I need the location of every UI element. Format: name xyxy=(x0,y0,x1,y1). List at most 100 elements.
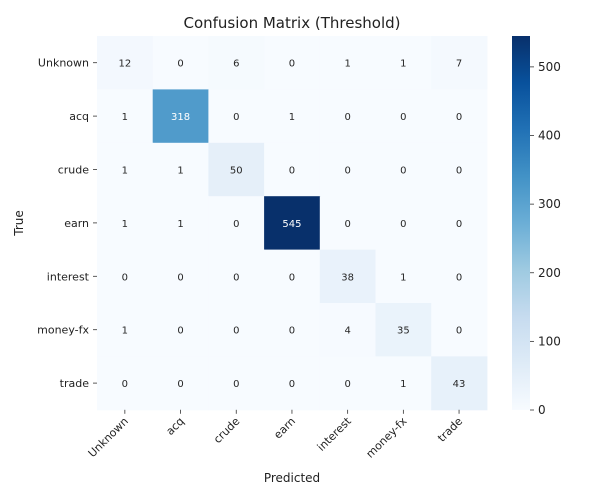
heatmap-cell xyxy=(208,89,265,144)
heatmap-cell xyxy=(319,89,376,144)
cell-value-label: 1 xyxy=(400,379,406,390)
y-axis-ticks: Unknown acq crude earn interest money-fx trade xyxy=(37,57,97,390)
heatmap-cell xyxy=(375,142,432,197)
cell-value-label: 0 xyxy=(122,272,128,283)
cell-value-label: 7 xyxy=(456,59,462,70)
colorbar-tick-label: 200 xyxy=(538,266,561,280)
heatmap-cell xyxy=(264,196,321,251)
x-tick-label: interest xyxy=(315,414,355,454)
cell-value-label: 0 xyxy=(233,112,239,123)
heatmap-cell xyxy=(431,196,488,251)
heatmap-cell xyxy=(208,196,265,251)
cell-value-label: 35 xyxy=(397,326,410,337)
x-axis-label: Predicted xyxy=(264,471,320,485)
cell-value-label: 1 xyxy=(289,112,295,123)
heatmap-cells xyxy=(97,36,488,411)
heatmap-cell xyxy=(97,89,154,144)
cell-value-label: 0 xyxy=(400,166,406,177)
cell-value-label: 0 xyxy=(400,112,406,123)
heatmap-cell-labels: 12 0 6 0 1 1 7 1 318 0 1 0 0 0 1 1 50 0 0 0 0 1 1 0 545 0 0 0 0 0 0 0 38… xyxy=(118,59,465,390)
cell-value-label: 0 xyxy=(233,272,239,283)
y-tick-label: crude xyxy=(58,164,90,177)
heatmap-cell xyxy=(264,303,321,357)
heatmap-cell xyxy=(97,303,154,357)
heatmap-cell xyxy=(319,36,376,90)
colorbar-tick-label: 100 xyxy=(538,334,561,348)
cell-value-label: 1 xyxy=(122,326,128,337)
heatmap-cell xyxy=(264,356,321,411)
heatmap-cell xyxy=(264,142,321,197)
cell-value-label: 0 xyxy=(177,272,183,283)
colorbar-ticks: 0 100 200 300 400 500 xyxy=(530,60,561,417)
heatmap-cell xyxy=(208,303,265,357)
heatmap-cell xyxy=(431,89,488,144)
heatmap-cell xyxy=(152,142,209,197)
cell-value-label: 1 xyxy=(122,219,128,230)
cell-value-label: 0 xyxy=(456,326,462,337)
cell-value-label: 0 xyxy=(177,379,183,390)
heatmap-cell xyxy=(375,36,432,90)
cell-value-label: 38 xyxy=(341,272,354,283)
cell-value-label: 0 xyxy=(289,326,295,337)
cell-value-label: 0 xyxy=(122,379,128,390)
heatmap-cell xyxy=(264,89,321,144)
cell-value-label: 0 xyxy=(289,59,295,70)
colorbar xyxy=(512,36,530,410)
cell-value-label: 0 xyxy=(456,219,462,230)
heatmap-cell xyxy=(152,303,209,357)
cell-value-label: 1 xyxy=(400,272,406,283)
cell-value-label: 1 xyxy=(400,59,406,70)
heatmap-cell xyxy=(319,196,376,251)
heatmap-cell xyxy=(152,356,209,411)
x-tick-label: earn xyxy=(271,415,298,442)
heatmap-cell xyxy=(431,303,488,357)
heatmap-cell xyxy=(319,303,376,357)
cell-value-label: 43 xyxy=(453,379,466,390)
heatmap-cell xyxy=(97,196,154,251)
heatmap-cell xyxy=(208,249,265,304)
colorbar-tick-label: 0 xyxy=(538,403,546,417)
heatmap-cell xyxy=(152,36,209,90)
heatmap-cell xyxy=(97,249,154,304)
cell-value-label: 318 xyxy=(171,112,190,123)
x-tick-label: money-fx xyxy=(364,414,410,460)
cell-value-label: 1 xyxy=(122,166,128,177)
cell-value-label: 4 xyxy=(344,326,350,337)
chart-title: Confusion Matrix (Threshold) xyxy=(183,14,400,32)
heatmap-cell xyxy=(97,142,154,197)
heatmap-cell xyxy=(375,196,432,251)
heatmap-cell xyxy=(375,249,432,304)
x-tick-label: acq xyxy=(163,415,186,438)
cell-value-label: 0 xyxy=(233,379,239,390)
cell-value-label: 0 xyxy=(233,326,239,337)
cell-value-label: 0 xyxy=(289,379,295,390)
heatmap-cell xyxy=(264,36,321,90)
colorbar-tick-label: 300 xyxy=(538,197,561,211)
cell-value-label: 0 xyxy=(344,379,350,390)
cell-value-label: 0 xyxy=(456,166,462,177)
cell-value-label: 1 xyxy=(122,112,128,123)
heatmap-cell xyxy=(152,249,209,304)
heatmap-cell xyxy=(97,356,154,411)
cell-value-label: 0 xyxy=(177,59,183,70)
cell-value-label: 0 xyxy=(344,219,350,230)
heatmap-cell xyxy=(208,36,265,90)
y-axis-label: True xyxy=(12,210,26,237)
heatmap-cell xyxy=(319,356,376,411)
cell-value-label: 6 xyxy=(233,59,239,70)
cell-value-label: 0 xyxy=(177,326,183,337)
cell-value-label: 1 xyxy=(177,166,183,177)
y-tick-label: interest xyxy=(47,270,90,283)
cell-value-label: 0 xyxy=(344,166,350,177)
cell-value-label: 0 xyxy=(233,219,239,230)
cell-value-label: 1 xyxy=(177,219,183,230)
y-tick-label: acq xyxy=(69,110,89,123)
colorbar-tick-label: 400 xyxy=(538,129,561,143)
heatmap-cell xyxy=(375,356,432,411)
cell-value-label: 0 xyxy=(289,166,295,177)
heatmap-cell xyxy=(431,356,488,411)
heatmap-cell xyxy=(152,89,209,144)
heatmap-cell xyxy=(375,303,432,357)
cell-value-label: 12 xyxy=(118,59,131,70)
